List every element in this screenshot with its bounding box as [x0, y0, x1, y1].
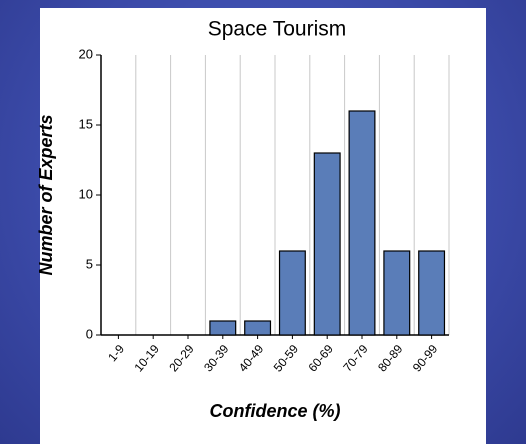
y-tick-label: 5	[86, 256, 93, 271]
bar	[313, 152, 341, 336]
panel	[40, 8, 486, 444]
bar	[418, 250, 446, 336]
bar	[278, 250, 306, 336]
bar	[209, 320, 237, 336]
y-tick-label: 10	[79, 186, 93, 201]
bar	[348, 110, 376, 336]
y-tick-label: 15	[79, 116, 93, 131]
y-tick-label: 0	[86, 326, 93, 341]
y-axis-label: Number of Experts	[36, 114, 56, 275]
chart-title: Space Tourism	[208, 18, 347, 41]
bar	[244, 320, 272, 336]
bar	[383, 250, 411, 336]
y-tick-label: 20	[79, 46, 93, 61]
x-axis-label: Confidence (%)	[209, 401, 340, 421]
